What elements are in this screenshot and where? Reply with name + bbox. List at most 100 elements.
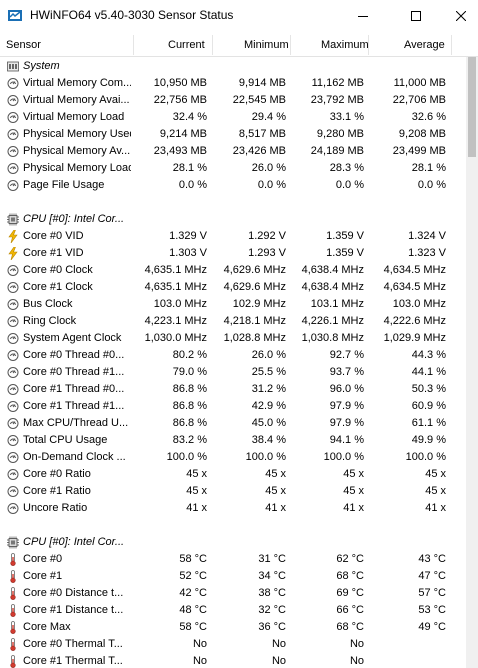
minimize-button[interactable] [340,0,386,32]
sensor-row[interactable]: Bus Clock 103.0 MHz 102.9 MHz 103.1 MHz 103.… [0,296,466,313]
vertical-scrollbar[interactable] [466,57,478,668]
current-value: 45 x [186,485,207,497]
sensor-group-row[interactable]: CPU [#0]: Intel Cor... [0,534,466,551]
gauge-icon [7,417,19,430]
sensor-row[interactable]: Core #0 Distance t... 42 °C 38 °C 69 °C 57 °… [0,585,466,602]
minimum-value: 25.5 % [251,366,286,378]
sensor-list[interactable]: System Virtual Memory Com... 10,950 MB 9,91… [0,57,466,668]
maximum-value: 4,638.4 MHz [301,281,364,293]
maximum-value: 33.1 % [329,111,364,123]
sensor-row[interactable]: Core #0 Ratio 45 x 45 x 45 x 45 x [0,466,466,483]
maximize-button[interactable] [393,0,439,32]
thermometer-icon [7,570,19,583]
sensor-row[interactable]: Core #0 VID 1.329 V 1.292 V 1.359 V 1.324 V [0,228,466,245]
current-value: 58 °C [179,553,207,565]
column-divider[interactable] [290,35,291,55]
column-header-minimum[interactable]: Minimum [244,39,289,51]
sensor-row[interactable]: Core #1 Thermal T... No No No [0,653,466,668]
current-value: 9,214 MB [159,128,207,140]
sensor-row[interactable]: Core #1 Clock 4,635.1 MHz 4,629.6 MHz 4,638… [0,279,466,296]
blank-row [0,194,466,211]
sensor-row[interactable]: Ring Clock 4,223.1 MHz 4,218.1 MHz 4,226.1 … [0,313,466,330]
column-divider[interactable] [368,35,369,55]
sensor-row[interactable]: Core #1 Thread #1... 86.8 % 42.9 % 97.9 % 60… [0,398,466,415]
sensor-name: Ring Clock [23,315,77,327]
sensor-group-label: System [23,60,60,72]
close-button[interactable] [438,0,478,32]
sensor-row[interactable]: On-Demand Clock ... 100.0 % 100.0 % 100.0 %… [0,449,466,466]
sensor-row[interactable]: Core #0 Thermal T... No No No [0,636,466,653]
sensor-name: Core #0 Distance t... [23,587,124,599]
current-value: No [192,638,207,650]
current-value: 22,756 MB [153,94,207,106]
sensor-row[interactable]: Virtual Memory Avai... 22,756 MB 22,545 MB… [0,92,466,109]
current-value: 10,950 MB [153,77,207,89]
column-header-current[interactable]: Current [168,39,205,51]
sensor-row[interactable]: Virtual Memory Load 32.4 % 29.4 % 33.1 % 32.… [0,109,466,126]
scrollbar-thumb[interactable] [468,57,476,157]
sensor-row[interactable]: Physical Memory Av... 23,493 MB 23,426 MB 2… [0,143,466,160]
sensor-row[interactable]: Uncore Ratio 41 x 41 x 41 x 41 x [0,500,466,517]
column-divider[interactable] [133,35,134,55]
maximum-value: 1.359 V [326,247,364,259]
minimum-value: 102.9 MHz [232,298,286,310]
column-divider[interactable] [212,35,213,55]
sensor-row[interactable]: Core #0 Thread #0... 80.2 % 26.0 % 92.7 % 44… [0,347,466,364]
thermometer-icon [7,655,19,668]
sensor-row[interactable]: Core #1 Ratio 45 x 45 x 45 x 45 x [0,483,466,500]
average-value: 47 °C [418,570,446,582]
sensor-name: Core Max [23,621,71,633]
sensor-row[interactable]: Core #1 VID 1.303 V 1.293 V 1.359 V 1.323 V [0,245,466,262]
sensor-row[interactable]: System Agent Clock 1,030.0 MHz 1,028.8 MHz… [0,330,466,347]
maximum-value: 68 °C [336,621,364,633]
window-title: HWiNFO64 v5.40-3030 Sensor Status [30,8,234,22]
gauge-icon [7,400,19,413]
title-bar[interactable]: HWiNFO64 v5.40-3030 Sensor Status [0,0,478,32]
sensor-name: Core #1 VID [23,247,84,259]
current-value: 1,030.0 MHz [144,332,207,344]
average-value: 53 °C [418,604,446,616]
sensor-group-label: CPU [#0]: Intel Cor... [23,213,125,225]
average-value: 1,029.9 MHz [383,332,446,344]
sensor-name: Physical Memory Av... [23,145,131,157]
minimum-value: 8,517 MB [238,128,286,140]
sensor-row[interactable]: Page File Usage 0.0 % 0.0 % 0.0 % 0.0 % [0,177,466,194]
current-value: 41 x [186,502,207,514]
sensor-row[interactable]: Total CPU Usage 83.2 % 38.4 % 94.1 % 49.9 % [0,432,466,449]
minimum-value: 45.0 % [251,417,286,429]
column-header-average[interactable]: Average [404,39,445,51]
sensor-name: Core #1 Distance t... [23,604,124,616]
sensor-row[interactable]: Core #1 Thread #0... 86.8 % 31.2 % 96.0 % 50… [0,381,466,398]
average-value: 4,634.5 MHz [383,264,446,276]
average-value: 11,000 MB [393,77,446,89]
sensor-name: Max CPU/Thread U... [23,417,129,429]
sensor-row[interactable]: Core #0 Thread #1... 79.0 % 25.5 % 93.7 % 44… [0,364,466,381]
sensor-row[interactable]: Core #0 58 °C 31 °C 62 °C 43 °C [0,551,466,568]
sensor-row[interactable]: Core Max 58 °C 36 °C 68 °C 49 °C [0,619,466,636]
sensor-row[interactable]: Core #1 Distance t... 48 °C 32 °C 66 °C 53 °… [0,602,466,619]
sensor-row[interactable]: Core #0 Clock 4,635.1 MHz 4,629.6 MHz 4,638… [0,262,466,279]
gauge-icon [7,468,19,481]
thermometer-icon [7,553,19,566]
column-header-sensor[interactable]: Sensor [6,39,41,51]
current-value: 83.2 % [172,434,207,446]
lightning-icon [7,246,19,261]
current-value: No [192,655,207,667]
maximize-icon [411,11,421,21]
sensor-row[interactable]: Virtual Memory Com... 10,950 MB 9,914 MB 11… [0,75,466,92]
sensor-row[interactable]: Core #1 52 °C 34 °C 68 °C 47 °C [0,568,466,585]
sensor-row[interactable]: Physical Memory Load 28.1 % 26.0 % 28.3 % 28… [0,160,466,177]
current-value: 4,635.1 MHz [144,264,207,276]
column-header-maximum[interactable]: Maximum [321,39,369,51]
maximum-value: 100.0 % [323,451,364,463]
minimum-value: 1.293 V [248,247,286,259]
sensor-group-row[interactable]: CPU [#0]: Intel Cor... [0,211,466,228]
current-value: 28.1 % [172,162,207,174]
sensor-row[interactable]: Physical Memory Used 9,214 MB 8,517 MB 9,28… [0,126,466,143]
column-divider[interactable] [451,35,452,55]
minimum-value: 38 °C [258,587,286,599]
current-value: 86.8 % [172,383,207,395]
sensor-row[interactable]: Max CPU/Thread U... 86.8 % 45.0 % 97.9 % 61.… [0,415,466,432]
gauge-icon [7,94,19,107]
sensor-group-row[interactable]: System [0,58,466,75]
